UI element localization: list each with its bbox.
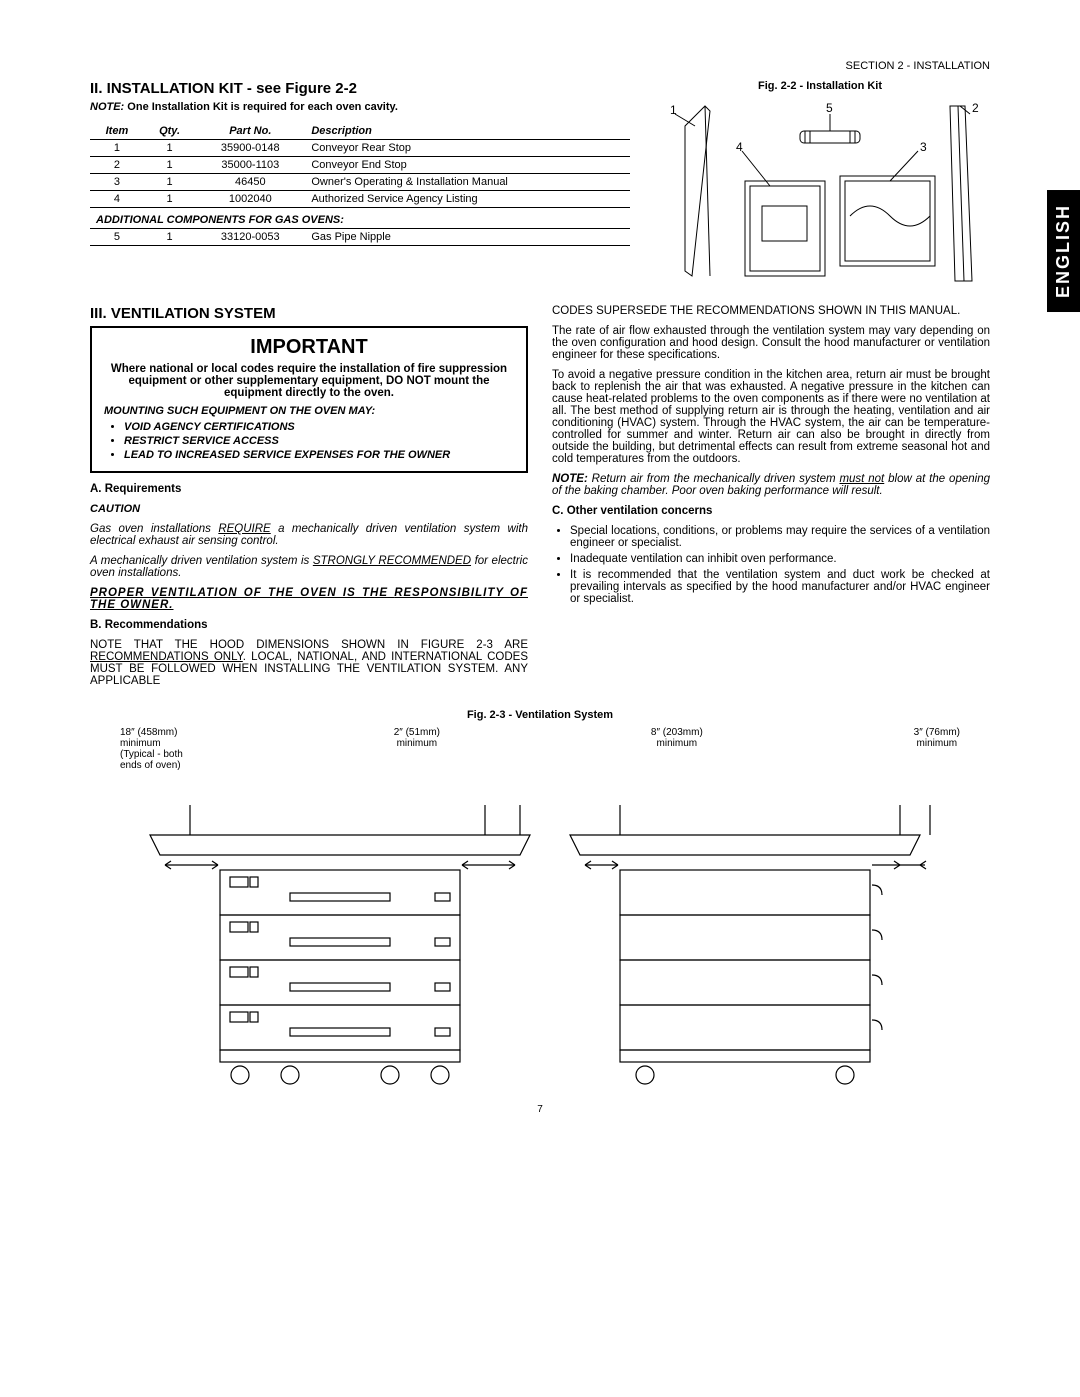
svg-text:5: 5 — [826, 101, 833, 115]
th-desc: Description — [305, 123, 630, 140]
a-title: A. Requirements — [90, 483, 528, 495]
caution: CAUTION — [90, 503, 528, 515]
important-mount: MOUNTING SUCH EQUIPMENT ON THE OVEN MAY: — [104, 405, 514, 417]
b-title: B. Recommendations — [90, 619, 528, 631]
svg-text:1: 1 — [670, 103, 677, 117]
fig3-title: Fig. 2-3 - Ventilation System — [90, 709, 990, 721]
c-bullets: Special locations, conditions, or proble… — [552, 525, 990, 605]
note-label: NOTE: — [90, 101, 124, 113]
b-p1: NOTE THAT THE HOOD DIMENSIONS SHOWN IN F… — [90, 639, 528, 687]
dim1: 18″ (458mm) minimum (Typical - both ends… — [120, 727, 183, 771]
note-text: One Installation Kit is required for eac… — [127, 101, 398, 113]
table-row: 3146450Owner's Operating & Installation … — [90, 174, 630, 191]
section-header: SECTION 2 - INSTALLATION — [90, 60, 990, 72]
table-row: 5133120-0053Gas Pipe Nipple — [90, 229, 630, 246]
svg-text:4: 4 — [736, 140, 743, 154]
kit-note: NOTE: One Installation Kit is required f… — [90, 101, 630, 113]
dim4: 3″ (76mm) minimum — [914, 727, 960, 771]
kit-table: Item Qty. Part No. Description 1135900-0… — [90, 123, 630, 246]
a-p1: Gas oven installations REQUIRE a mechani… — [90, 523, 528, 547]
c-bullet: Inadequate ventilation can inhibit oven … — [570, 553, 990, 565]
important-bullet: RESTRICT SERVICE ACCESS — [124, 435, 514, 447]
a-p3: PROPER VENTILATION OF THE OVEN IS THE RE… — [90, 587, 528, 611]
table-row: 411002040Authorized Service Agency Listi… — [90, 191, 630, 208]
english-tab: ENGLISH — [1047, 190, 1080, 312]
table-row: 2135000-1103Conveyor End Stop — [90, 157, 630, 174]
fig3-dims: 18″ (458mm) minimum (Typical - both ends… — [120, 727, 960, 771]
important-list: VOID AGENCY CERTIFICATIONS RESTRICT SERV… — [104, 421, 514, 461]
important-bullet: VOID AGENCY CERTIFICATIONS — [124, 421, 514, 433]
important-box: IMPORTANT Where national or local codes … — [90, 326, 528, 473]
c-bullet: Special locations, conditions, or proble… — [570, 525, 990, 549]
c-title: C. Other ventilation concerns — [552, 505, 990, 517]
col2-note: NOTE: Return air from the mechanically d… — [552, 473, 990, 497]
vent-title: III. VENTILATION SYSTEM — [90, 305, 528, 322]
fig22-caption: Fig. 2-2 - Installation Kit — [650, 80, 990, 92]
th-item: Item — [90, 123, 144, 140]
kit-illustration: 1 5 2 4 3 — [650, 96, 990, 286]
col2-p3: To avoid a negative pressure condition i… — [552, 369, 990, 465]
dim3: 8″ (203mm) minimum — [651, 727, 703, 771]
top-row: II. INSTALLATION KIT - see Figure 2-2 NO… — [90, 80, 990, 289]
col2-p2: The rate of air flow exhausted through t… — [552, 325, 990, 361]
svg-text:3: 3 — [920, 140, 927, 154]
th-part: Part No. — [195, 123, 305, 140]
important-lead: Where national or local codes require th… — [104, 363, 514, 399]
c-bullet: It is recommended that the ventilation s… — [570, 569, 990, 605]
col-left: III. VENTILATION SYSTEM IMPORTANT Where … — [90, 305, 528, 695]
page-number: 7 — [90, 1104, 990, 1115]
col-right: CODES SUPERSEDE THE RECOMMENDATIONS SHOW… — [552, 305, 990, 695]
kit-title: II. INSTALLATION KIT - see Figure 2-2 — [90, 80, 630, 97]
additional-row: ADDITIONAL COMPONENTS FOR GAS OVENS: — [90, 208, 630, 229]
ventilation-illustration — [90, 775, 990, 1095]
important-heading: IMPORTANT — [104, 336, 514, 359]
important-bullet: LEAD TO INCREASED SERVICE EXPENSES FOR T… — [124, 449, 514, 461]
svg-text:2: 2 — [972, 101, 979, 115]
a-p2: A mechanically driven ventilation system… — [90, 555, 528, 579]
dim2: 2″ (51mm) minimum — [394, 727, 440, 771]
kit-left: II. INSTALLATION KIT - see Figure 2-2 NO… — [90, 80, 630, 289]
col2-p1: CODES SUPERSEDE THE RECOMMENDATIONS SHOW… — [552, 305, 990, 317]
kit-figure: Fig. 2-2 - Installation Kit — [650, 80, 990, 289]
th-qty: Qty. — [144, 123, 195, 140]
two-columns: III. VENTILATION SYSTEM IMPORTANT Where … — [90, 305, 990, 695]
table-row: 1135900-0148Conveyor Rear Stop — [90, 140, 630, 157]
